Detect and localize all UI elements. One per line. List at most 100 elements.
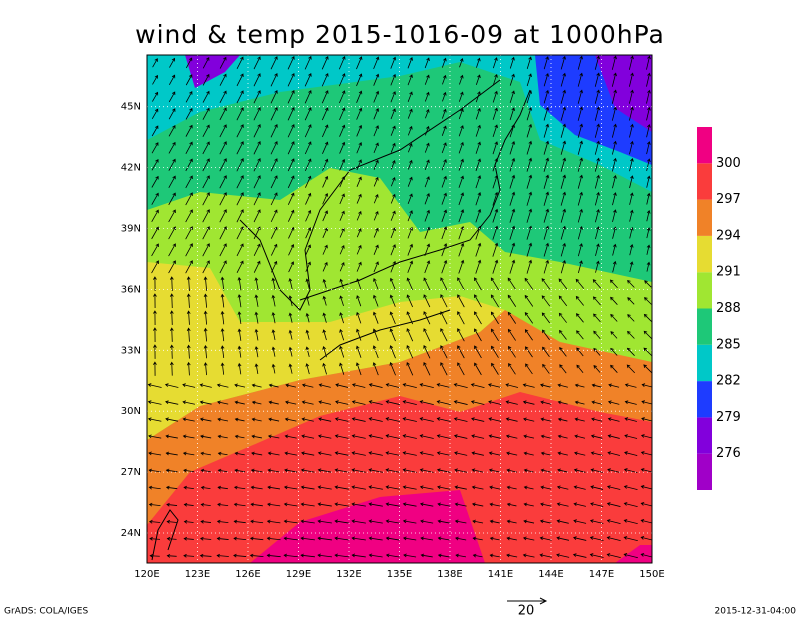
wind-arrow <box>488 417 502 422</box>
wind-arrow <box>543 157 550 172</box>
wind-arrow <box>390 193 396 204</box>
lat-label: 42N <box>121 163 141 174</box>
wind-arrow <box>646 261 651 272</box>
wind-arrow <box>288 346 293 357</box>
wind-arrow <box>490 277 500 291</box>
wind-arrow <box>453 417 468 422</box>
wind-arrow <box>440 362 448 376</box>
wind-arrow <box>283 536 298 541</box>
wind-arrow <box>471 434 485 439</box>
wind-arrow <box>339 107 346 121</box>
wind-arrow <box>389 277 396 290</box>
wind-arrow <box>351 553 366 558</box>
wind-arrow <box>402 519 417 524</box>
wind-arrow <box>492 208 499 223</box>
wind-arrow <box>185 158 193 172</box>
wind-arrow <box>440 328 448 342</box>
wind-arrow <box>441 159 447 171</box>
wind-arrow <box>253 124 261 138</box>
wind-arrow <box>458 108 464 120</box>
wind-arrow <box>402 383 417 389</box>
wind-arrow <box>560 123 567 138</box>
wind-arrow <box>390 244 396 256</box>
wind-arrow <box>454 451 468 456</box>
wind-arrow <box>267 502 281 507</box>
wind-arrow <box>300 468 315 473</box>
wind-arrow <box>419 485 434 490</box>
wind-arrow <box>385 434 400 439</box>
wind-arrow <box>628 55 634 70</box>
wind-arrow <box>182 451 195 456</box>
wind-arrow <box>285 383 297 388</box>
colorbar-segment <box>697 308 712 345</box>
wind-arrow <box>322 244 328 255</box>
wind-arrow <box>407 226 413 239</box>
wind-arrow <box>216 383 229 388</box>
wind-arrow <box>629 209 634 222</box>
wind-arrow <box>606 502 621 507</box>
wind-arrow <box>611 72 617 87</box>
wind-arrow <box>488 400 502 405</box>
wind-arrow <box>217 451 228 456</box>
wind-arrow <box>589 536 604 541</box>
wind-arrow <box>492 259 499 274</box>
wind-arrow <box>407 74 413 86</box>
wind-arrow <box>577 140 584 155</box>
wind-arrow <box>288 295 293 307</box>
wind-arrow <box>151 158 159 171</box>
wind-arrow <box>491 362 499 375</box>
wind-arrow <box>234 400 245 405</box>
wind-arrow <box>234 434 245 439</box>
wind-arrow <box>491 345 499 358</box>
wind-arrow <box>437 502 451 507</box>
title: wind & temp 2015-1016-09 at 1000hPa <box>135 20 665 49</box>
wind-arrow <box>474 277 482 291</box>
wind-arrow <box>577 106 584 121</box>
wind-arrow <box>505 383 519 388</box>
wind-arrow <box>217 417 229 422</box>
wind-arrow <box>373 244 379 255</box>
wind-arrow <box>624 417 637 422</box>
wind-arrow <box>334 502 349 507</box>
wind-arrow <box>472 536 483 541</box>
wind-arrow <box>458 259 465 274</box>
wind-arrow <box>185 192 193 206</box>
wind-arrow <box>624 400 637 405</box>
wind-arrow <box>458 209 465 223</box>
wind-arrow <box>594 123 600 138</box>
colorbar-segment <box>697 453 712 490</box>
wind-arrow <box>628 72 634 87</box>
lat-label: 24N <box>121 528 141 539</box>
wind-arrow <box>253 158 261 172</box>
wind-arrow <box>526 123 533 138</box>
wind-arrow <box>457 294 465 308</box>
wind-arrow <box>304 90 312 104</box>
wind-arrow <box>165 434 178 439</box>
wind-arrow <box>641 417 652 422</box>
wind-arrow <box>288 312 293 323</box>
wind-arrow <box>540 400 552 405</box>
wind-arrow <box>423 311 431 325</box>
wind-arrow <box>471 485 484 490</box>
wind-arrow <box>287 192 295 205</box>
wind-arrow <box>526 140 533 155</box>
wind-arrow <box>317 434 332 439</box>
wind-arrow <box>543 106 550 121</box>
wind-arrow <box>253 260 261 273</box>
wind-arrow <box>339 312 345 324</box>
wind-arrow <box>612 260 617 273</box>
wind-arrow <box>199 553 212 558</box>
wind-arrow <box>270 56 278 70</box>
wind-arrow <box>610 313 618 322</box>
wind-arrow <box>509 174 516 189</box>
wind-arrow <box>505 400 518 405</box>
wind-arrow <box>385 502 400 507</box>
wind-arrow <box>270 209 278 223</box>
wind-arrow <box>612 243 617 256</box>
wind-arrow <box>612 192 617 206</box>
wind-arrow <box>506 451 518 456</box>
wind-arrow <box>322 329 327 341</box>
wind-arrow <box>526 157 533 172</box>
footer-right: 2015-12-31-04:00 <box>715 607 797 617</box>
